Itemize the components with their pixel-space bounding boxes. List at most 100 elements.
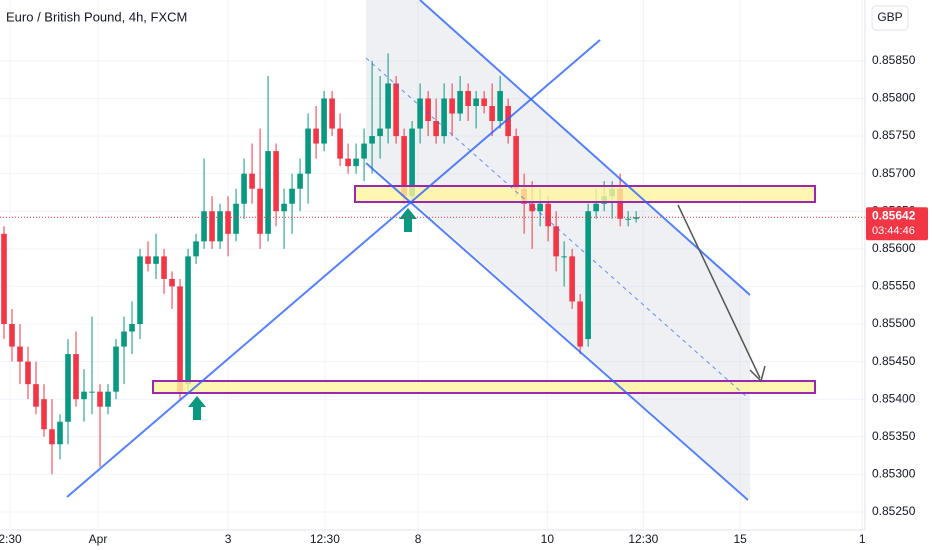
candle-body — [1, 233, 7, 325]
x-tick-label: 1 — [859, 532, 866, 546]
price-tag-box — [866, 207, 928, 241]
candle-body — [225, 211, 231, 234]
x-tick-label: 8 — [415, 532, 422, 546]
candle-body — [633, 217, 639, 219]
candle-body — [345, 158, 351, 167]
candle-body — [561, 256, 567, 258]
candle-body — [169, 278, 175, 287]
candle-body — [433, 121, 439, 137]
candle-body — [385, 83, 391, 129]
y-tick-label: 0.85300 — [872, 467, 916, 481]
candle-body — [81, 391, 87, 400]
candle-body — [297, 173, 303, 189]
candle-body — [353, 158, 359, 167]
arrow-up — [188, 396, 206, 420]
x-tick-label: 2:30 — [0, 532, 22, 546]
candle-body — [625, 218, 631, 220]
candle-body — [593, 203, 599, 212]
candle-body — [441, 98, 447, 137]
y-tick-label: 0.85550 — [872, 279, 916, 293]
candle-body — [289, 188, 295, 204]
candle-body — [473, 98, 479, 106]
candle-body — [97, 391, 103, 407]
candle-body — [265, 151, 271, 234]
candle-body — [489, 106, 495, 122]
y-tick-label: 0.85850 — [872, 53, 916, 67]
candle-body — [617, 188, 623, 219]
candle-body — [145, 256, 151, 264]
candle-body — [361, 143, 367, 159]
currency-label[interactable]: GBP — [877, 10, 902, 24]
candle-body — [241, 173, 247, 204]
candle-body — [377, 128, 383, 137]
candle-body — [401, 136, 407, 197]
candle-body — [585, 211, 591, 340]
candle-body — [529, 203, 535, 212]
forecast-arrow — [677, 204, 761, 379]
x-tick-label: 3 — [225, 532, 232, 546]
y-tick-label: 0.85450 — [872, 354, 916, 368]
candle-body — [537, 203, 543, 212]
candle-body — [497, 90, 503, 122]
candle-body — [129, 324, 135, 332]
candle-body — [113, 346, 119, 392]
candle-body — [553, 226, 559, 257]
candle-body — [481, 98, 487, 106]
y-tick-label: 0.85250 — [872, 504, 916, 518]
candle-body — [417, 98, 423, 129]
candle-body — [329, 98, 335, 129]
candle-body — [505, 106, 511, 137]
candle-body — [305, 128, 311, 174]
candle-body — [217, 211, 223, 242]
candle-body — [313, 128, 319, 144]
y-tick-label: 0.85700 — [872, 166, 916, 180]
candle-body — [65, 354, 71, 422]
arrow-up — [399, 208, 417, 232]
candle-body — [273, 151, 279, 212]
y-tick-label: 0.85800 — [872, 91, 916, 105]
y-tick-label: 0.85600 — [872, 241, 916, 255]
currency-button[interactable] — [871, 5, 909, 31]
candle-body — [89, 391, 95, 393]
candle-body — [337, 128, 343, 159]
candle-body — [25, 361, 31, 385]
x-tick-label: 12:30 — [310, 532, 340, 546]
x-tick-label: Apr — [89, 532, 108, 546]
candle-body — [73, 354, 79, 400]
price-tag-label: 0.85642 — [872, 208, 916, 222]
candle-body — [545, 203, 551, 227]
y-tick-label: 0.85750 — [872, 128, 916, 142]
candle-body — [513, 136, 519, 189]
candle-body — [569, 256, 575, 302]
channel-upper — [419, 0, 751, 296]
candle-body — [193, 241, 199, 257]
candle-body — [281, 203, 287, 212]
candle-body — [161, 256, 167, 279]
candle-body — [57, 421, 63, 445]
candle-body — [425, 98, 431, 122]
candle-body — [105, 391, 111, 407]
candle-body — [465, 90, 471, 106]
candle-body — [209, 211, 215, 242]
candle-body — [153, 256, 159, 264]
candle-body — [369, 136, 375, 144]
channel-mid — [365, 57, 749, 399]
support-zone — [152, 380, 816, 394]
trend-line — [66, 39, 601, 498]
candle-body — [233, 203, 239, 234]
candle-body — [249, 173, 255, 189]
candle-body — [137, 256, 143, 325]
axes: 0.858500.858000.857500.857000.856500.856… — [0, 53, 916, 546]
candle-body — [201, 211, 207, 242]
price-tag: 0.85642 03:44:46 — [866, 207, 928, 241]
y-tick-label: 0.85400 — [872, 391, 916, 405]
y-tick-label: 0.85350 — [872, 429, 916, 443]
chart-title: Euro / British Pound, 4h, FXCM — [6, 9, 187, 24]
candle-body — [49, 429, 55, 445]
x-tick-label: 10 — [541, 532, 555, 546]
candle-body — [457, 90, 463, 114]
channel-lower — [365, 162, 749, 501]
y-tick-label: 0.85500 — [872, 316, 916, 330]
candle-body — [9, 324, 15, 347]
candle-body — [185, 256, 191, 385]
